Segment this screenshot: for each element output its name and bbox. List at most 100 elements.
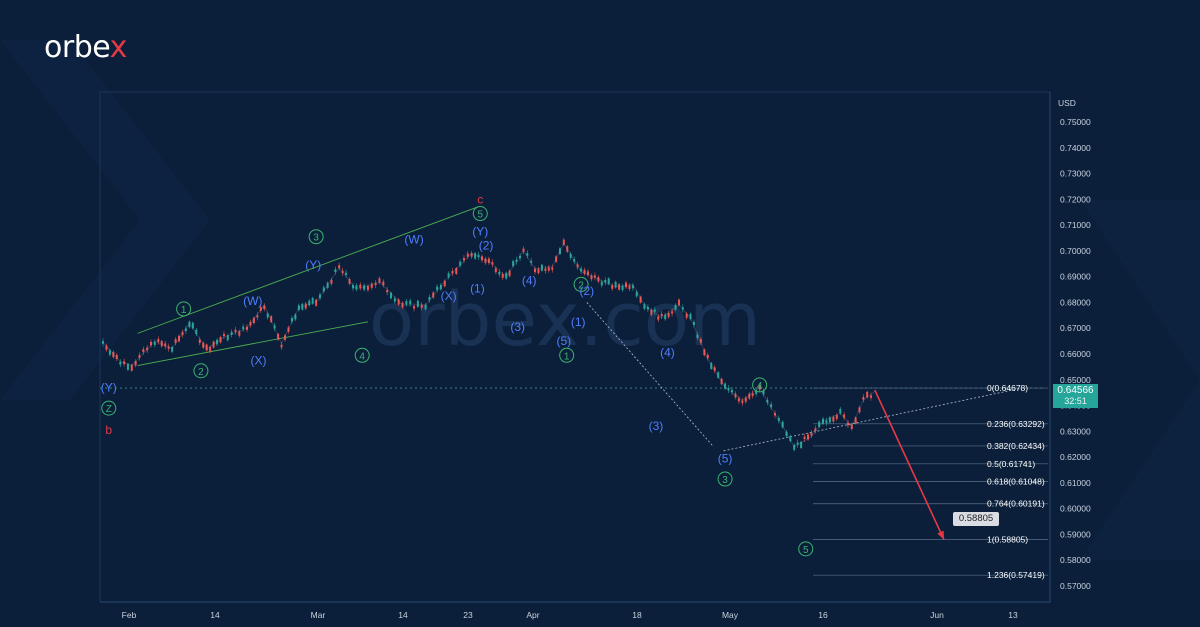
price-candle (846, 422, 849, 426)
price-candle (370, 283, 373, 288)
price-candle (311, 297, 314, 304)
wave-label-circle (752, 377, 768, 393)
y-tick-label: 0.58000 (1060, 555, 1091, 565)
price-candle (748, 393, 751, 399)
wave-label: (5) (718, 451, 733, 465)
price-candle (466, 253, 469, 257)
price-candle (447, 273, 450, 278)
x-tick-label: 14 (210, 610, 220, 620)
x-tick-label: 13 (1008, 610, 1018, 620)
wave-label: (Y) (101, 381, 117, 395)
price-candle (270, 316, 273, 323)
price-candle (741, 400, 744, 404)
price-candle (566, 246, 569, 252)
fib-level-label: 1.236(0.57419) (987, 570, 1045, 580)
price-candle (850, 424, 853, 430)
price-candle (681, 307, 684, 310)
price-candle (611, 285, 614, 289)
x-tick-label: 14 (398, 610, 408, 620)
price-candle (222, 333, 225, 337)
price-candle (256, 315, 259, 318)
price-candle (202, 342, 205, 348)
price-candle (540, 264, 543, 271)
target-price-label: 0.58805 (953, 512, 999, 526)
price-candle (294, 314, 297, 320)
price-candle (710, 362, 713, 369)
wave-label-circle (193, 363, 209, 379)
price-candle (664, 314, 667, 320)
price-candle (822, 418, 824, 424)
price-candle (112, 351, 115, 358)
price-candle (730, 389, 733, 393)
price-candle (119, 361, 122, 365)
watermark-text: orbex.com (369, 277, 761, 363)
price-candle (727, 387, 730, 391)
wave-label: Z (106, 404, 112, 415)
price-candle (195, 329, 198, 335)
price-candle (157, 338, 160, 342)
price-candle (188, 321, 191, 328)
price-candle (153, 341, 156, 346)
price-candle (150, 341, 152, 346)
fib-level-label: 0(0.64678) (987, 383, 1028, 393)
price-candle (487, 258, 490, 264)
wave-label: 2 (578, 280, 584, 291)
price-candle (273, 325, 276, 329)
price-candle (363, 285, 366, 290)
x-tick-label: Jun (930, 610, 944, 620)
price-candle (428, 297, 431, 301)
wave-label: (X) (251, 353, 267, 367)
price-candle (583, 269, 586, 274)
orbex-logo[interactable]: orbex (44, 30, 127, 65)
price-candle (455, 268, 458, 274)
wave-label: (4) (522, 274, 537, 288)
price-candle (839, 408, 842, 414)
price-candle (439, 284, 442, 290)
price-candle (734, 393, 737, 398)
price-candle (134, 361, 137, 366)
price-candle (266, 313, 269, 318)
wave-label: (1) (470, 281, 485, 295)
price-candle (866, 391, 869, 398)
price-candle (263, 305, 266, 310)
y-tick-label: 0.74000 (1060, 143, 1091, 153)
price-candle (621, 285, 624, 291)
wave-label: b (105, 423, 112, 437)
wave-label: 2 (198, 367, 204, 378)
wave-label: 5 (803, 545, 809, 556)
price-candle (416, 300, 419, 307)
price-candle (191, 322, 194, 329)
price-candle (870, 395, 872, 398)
y-tick-label: 0.69000 (1060, 272, 1091, 282)
wave-label: (W) (404, 232, 423, 246)
price-candle (534, 268, 536, 273)
price-candle (484, 258, 487, 263)
price-candle (744, 397, 747, 402)
price-candle (597, 277, 600, 282)
wave-label: 1 (181, 305, 187, 316)
x-tick-label: 18 (632, 610, 642, 620)
current-price-tag: 0.64566 32:51 (1053, 384, 1098, 408)
price-candle (646, 306, 649, 310)
price-candle (586, 271, 589, 275)
price-candle (785, 431, 788, 437)
price-candle (130, 364, 133, 371)
y-tick-label: 0.62000 (1060, 452, 1091, 462)
price-candle (301, 303, 304, 310)
wave-label: 3 (722, 475, 728, 486)
wave-label: (5) (556, 334, 571, 348)
price-candle (547, 267, 550, 271)
y-tick-label: 0.59000 (1060, 529, 1091, 539)
fib-level-label: 0.618(0.61048) (987, 477, 1045, 487)
price-candle (522, 248, 525, 252)
price-candle (378, 278, 381, 283)
price-candle (326, 282, 329, 288)
price-candle (512, 260, 515, 267)
price-line (102, 242, 875, 448)
price-candle (102, 341, 104, 344)
currency-label: USD (1058, 98, 1076, 108)
price-candle (277, 333, 280, 340)
price-candle (334, 269, 337, 273)
x-tick-label: Mar (311, 610, 326, 620)
